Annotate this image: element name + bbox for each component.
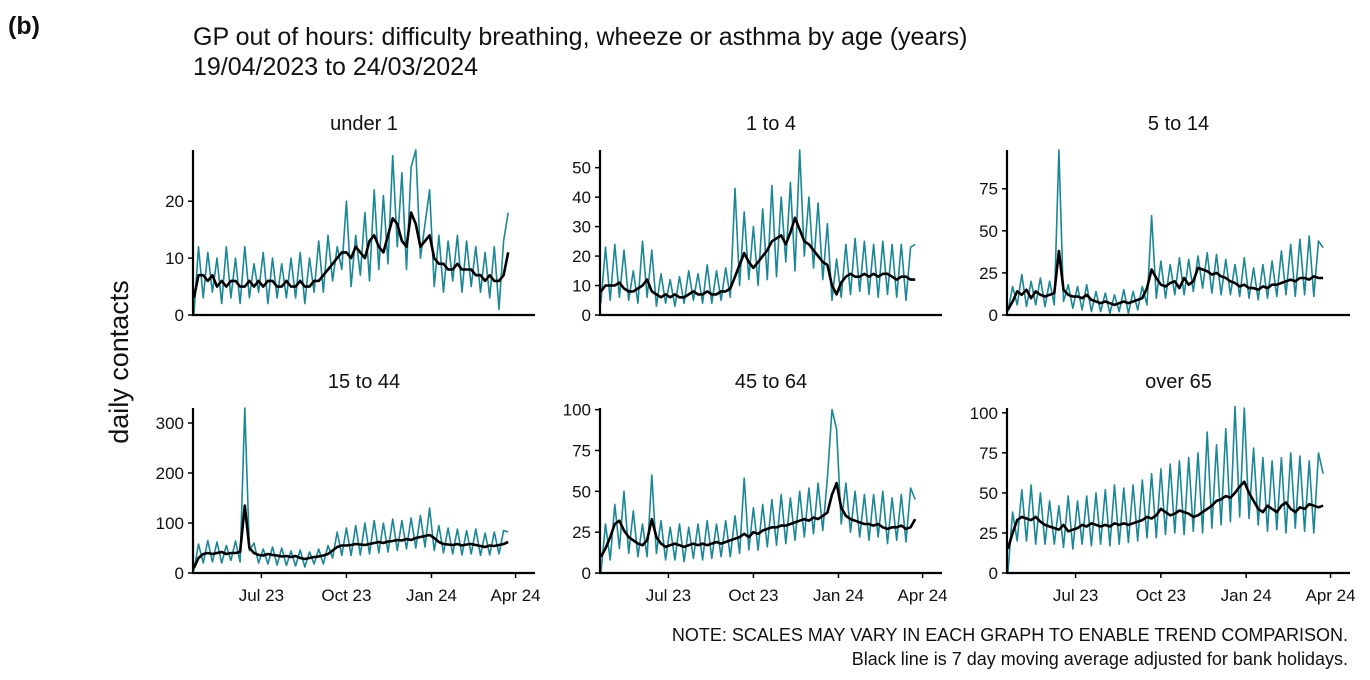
panel-title: over 65	[1145, 371, 1212, 393]
moving-average-line	[599, 216, 916, 299]
x-tick-label: Apr 24	[1305, 586, 1355, 605]
y-tick-label: 0	[175, 306, 184, 325]
y-tick-label: 25	[979, 524, 998, 543]
y-tick-label: 10	[572, 277, 591, 296]
x-tick-label: Oct 23	[728, 586, 778, 605]
daily-line	[193, 149, 509, 316]
y-tick-label: 25	[979, 264, 998, 283]
y-tick-label: 50	[572, 482, 591, 501]
x-tick-label: Oct 23	[321, 586, 371, 605]
x-tick-label: Jan 24	[406, 586, 457, 605]
y-tick-label: 100	[563, 401, 591, 420]
daily-line	[600, 149, 916, 308]
panel-title: 5 to 14	[1148, 113, 1209, 135]
panel-title: 1 to 4	[746, 113, 796, 135]
note: NOTE: SCALES MAY VARY IN EACH GRAPH TO E…	[672, 625, 1348, 645]
y-tick-label: 75	[979, 180, 998, 199]
y-tick-label: 300	[156, 414, 184, 433]
panel-title: 45 to 64	[735, 371, 807, 393]
y-tick-label: 0	[582, 306, 591, 325]
y-tick-label: 100	[156, 514, 184, 533]
x-tick-label: Jan 24	[813, 586, 864, 605]
daily-line	[600, 408, 916, 574]
moving-average-line	[192, 211, 510, 299]
y-tick-label: 0	[582, 564, 591, 583]
chart-subtitle: 19/04/2023 to 24/03/2024	[193, 53, 478, 81]
y-tick-label: 40	[572, 188, 591, 207]
y-axis-label: daily contacts	[104, 280, 134, 444]
y-tick-label: 75	[572, 441, 591, 460]
y-tick-label: 100	[970, 404, 998, 423]
chart-title: GP out of hours: difficulty breathing, w…	[193, 23, 968, 51]
y-tick-label: 200	[156, 464, 184, 483]
y-tick-label: 75	[979, 444, 998, 463]
daily-line	[193, 407, 509, 571]
moving-average-line	[1006, 480, 1324, 550]
panel-title: under 1	[330, 113, 398, 135]
x-tick-label: Jul 23	[646, 586, 691, 605]
y-tick-label: 20	[165, 192, 184, 211]
panel-label: (b)	[8, 12, 40, 40]
x-tick-label: Jan 24	[1221, 586, 1272, 605]
y-tick-label: 0	[175, 564, 184, 583]
x-tick-label: Oct 23	[1136, 586, 1186, 605]
y-tick-label: 0	[989, 564, 998, 583]
note: Black line is 7 day moving average adjus…	[852, 649, 1348, 669]
moving-average-line	[192, 504, 509, 569]
y-tick-label: 30	[572, 218, 591, 237]
y-tick-label: 20	[572, 247, 591, 266]
x-tick-label: Jul 23	[1053, 586, 1098, 605]
x-tick-label: Apr 24	[898, 586, 948, 605]
daily-line	[1007, 149, 1324, 315]
panel-title: 15 to 44	[328, 371, 400, 393]
y-tick-label: 25	[572, 523, 591, 542]
moving-average-line	[599, 481, 917, 558]
y-tick-label: 0	[989, 306, 998, 325]
moving-average-line	[1006, 249, 1324, 311]
y-tick-label: 50	[572, 159, 591, 178]
x-tick-label: Jul 23	[239, 586, 284, 605]
y-tick-label: 10	[165, 249, 184, 268]
x-tick-label: Apr 24	[491, 586, 541, 605]
daily-line	[1007, 405, 1324, 574]
y-tick-label: 50	[979, 484, 998, 503]
y-tick-label: 50	[979, 222, 998, 241]
